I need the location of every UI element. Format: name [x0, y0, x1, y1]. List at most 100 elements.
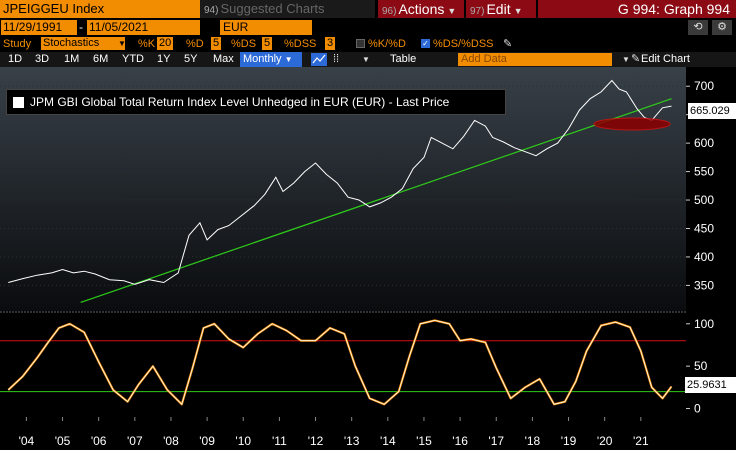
x-axis-tick-label: '08: [163, 434, 179, 448]
edit-label: Edit: [486, 1, 511, 17]
dss-input[interactable]: 3: [325, 37, 336, 50]
highlight-ellipse: [593, 117, 671, 131]
price-series-line: [8, 79, 672, 285]
stoch-axis-tick-label: 100: [694, 317, 714, 331]
chevron-down-icon: ▼: [284, 55, 293, 64]
graph-id-label: G 994: Graph 994: [538, 0, 736, 18]
edit-menu-button[interactable]: 97) Edit ▼: [466, 0, 536, 18]
period-max[interactable]: Max: [213, 53, 234, 65]
period-1y[interactable]: 1Y: [157, 53, 171, 65]
ds-label: %DS: [231, 38, 257, 50]
edit-chart-dropdown-icon[interactable]: ▼: [622, 55, 630, 64]
x-axis-tick-label: '09: [199, 434, 215, 448]
price-axis-tick-label: 500: [694, 193, 714, 207]
x-axis-tick-label: '11: [272, 434, 287, 448]
k-input[interactable]: 20: [157, 37, 174, 50]
price-axis-tick-label: 550: [694, 165, 714, 179]
period-6m[interactable]: 6M: [93, 53, 109, 65]
price-axis-tick-label: 600: [694, 136, 714, 150]
start-date-input[interactable]: 11/29/1991: [1, 20, 77, 35]
suggested-charts-hotkey: 94): [204, 5, 219, 16]
stoch-axis-tick-label: 0: [694, 402, 701, 416]
edit-chart-button[interactable]: Edit Chart: [641, 53, 690, 65]
study-label: Study: [3, 38, 32, 50]
study-select-value: Stochastics: [43, 37, 100, 49]
d-input[interactable]: 5: [211, 37, 222, 50]
edit-hotkey: 97): [470, 6, 485, 17]
price-axis-tick-label: 700: [694, 79, 714, 93]
x-axis-tick-label: '21: [633, 434, 649, 448]
x-axis-tick-label: '05: [55, 434, 71, 448]
stoch-last-badge: 25.9631: [685, 377, 736, 393]
chart-type-dropdown-icon[interactable]: ▼: [362, 55, 370, 64]
last-price-badge: 665.029: [688, 103, 736, 119]
x-axis-tick-label: '12: [308, 434, 324, 448]
ticker-field[interactable]: JPEIGGEU Index: [0, 0, 120, 18]
frequency-value: Monthly: [243, 53, 282, 65]
x-axis-tick-label: '10: [235, 434, 251, 448]
study-dropdown-icon: ▼: [118, 39, 126, 48]
suggested-charts-button[interactable]: 94) Suggested Charts: [200, 0, 375, 18]
study-bar: Study Stochastics ▼ %K 20 %D 5 %DS 5 %DS…: [0, 37, 736, 51]
price-axis-tick-label: 400: [694, 250, 714, 264]
stoch-panel-bg: [0, 313, 686, 419]
price-axis-tick-label: 350: [694, 278, 714, 292]
period-1d[interactable]: 1D: [8, 53, 23, 65]
ds-input[interactable]: 5: [262, 37, 273, 50]
kd-checkbox[interactable]: [356, 39, 365, 48]
date-range-bar: 11/29/1991 - 11/05/2021 EUR ⟲ ⚙: [0, 19, 736, 37]
kd-checkbox-label: %K/%D: [368, 38, 406, 50]
dsdss-checkbox-label: %DS/%DSS: [433, 38, 494, 50]
date-separator: -: [79, 20, 83, 34]
title-bar: JPEIGGEU Index 94) Suggested Charts 96) Ac…: [0, 0, 736, 19]
price-axis-tick-label: 450: [694, 221, 714, 235]
x-axis-tick-label: '20: [597, 434, 613, 448]
edit-chart-pencil-icon[interactable]: ✎: [631, 53, 641, 65]
settings-icon[interactable]: ⚙: [712, 20, 732, 35]
chart-legend[interactable]: JPM GBI Global Total Return Index Level …: [6, 89, 506, 115]
x-axis-tick-label: '16: [452, 434, 468, 448]
x-axis-tick-label: '06: [91, 434, 107, 448]
end-date-input[interactable]: 11/05/2021: [87, 20, 200, 35]
legend-swatch: [13, 97, 24, 108]
period-3d[interactable]: 3D: [35, 53, 50, 65]
study-select[interactable]: Stochastics: [41, 37, 125, 50]
x-axis-tick-label: '07: [127, 434, 143, 448]
bar-chart-type-icon[interactable]: ⁞⁞: [333, 53, 340, 65]
x-axis-tick-label: '13: [344, 434, 360, 448]
pencil-icon[interactable]: ✎: [503, 38, 513, 50]
table-button[interactable]: Table: [390, 53, 417, 65]
add-data-input[interactable]: Add Data: [458, 53, 612, 66]
period-bar: 1D 3D 1M 6M YTD 1Y 5Y Max Monthly ▼ ⁞⁞ ▼…: [0, 52, 736, 67]
suggested-charts-label: Suggested Charts: [220, 1, 325, 16]
ticker-field-fill[interactable]: [120, 0, 200, 18]
actions-menu-button[interactable]: 96) Actions ▼: [378, 0, 464, 18]
x-axis-tick-label: '18: [525, 434, 541, 448]
line-chart-glyph: [312, 54, 326, 64]
line-chart-type-icon[interactable]: [311, 53, 327, 66]
d-label: %D: [186, 38, 204, 50]
undo-icon[interactable]: ⟲: [688, 20, 708, 35]
actions-hotkey: 96): [382, 6, 397, 17]
dropdown-arrow-icon: ▼: [513, 6, 523, 16]
x-axis-tick-label: '15: [416, 434, 432, 448]
period-5y[interactable]: 5Y: [184, 53, 198, 65]
k-label: %K: [138, 38, 156, 50]
x-axis-bg: [0, 419, 736, 450]
currency-input[interactable]: EUR: [220, 20, 312, 35]
stoch-axis-tick-label: 50: [694, 359, 708, 373]
legend-text: JPM GBI Global Total Return Index Level …: [30, 95, 450, 109]
frequency-select[interactable]: Monthly ▼: [240, 52, 302, 67]
period-1m[interactable]: 1M: [64, 53, 80, 65]
x-axis-tick-label: '14: [380, 434, 396, 448]
dropdown-arrow-icon: ▼: [447, 6, 457, 16]
x-axis-tick-label: '19: [561, 434, 577, 448]
x-axis-tick-label: '04: [19, 434, 35, 448]
period-ytd[interactable]: YTD: [122, 53, 144, 65]
dss-label: %DSS: [284, 38, 317, 50]
stoch-dss-line: [8, 319, 672, 405]
dsdss-checkbox[interactable]: ✓: [421, 39, 430, 48]
actions-label: Actions: [398, 1, 445, 17]
